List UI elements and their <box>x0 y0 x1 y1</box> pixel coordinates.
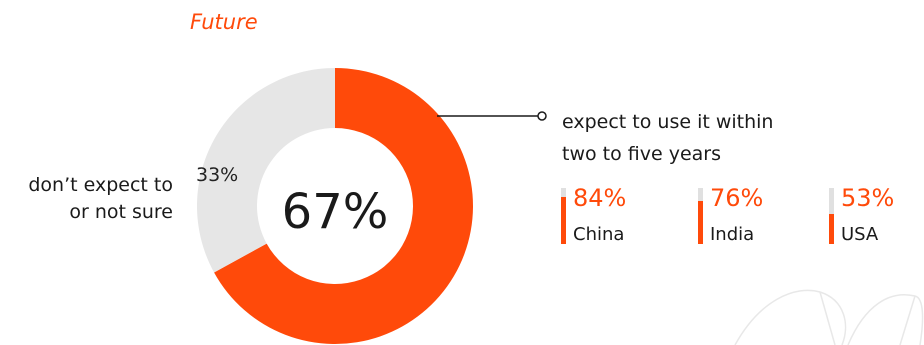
remainder-label-line-2: or not sure <box>69 201 173 223</box>
callout-line-1: expect to use it within <box>562 111 774 133</box>
country-india: 76% India <box>698 184 808 248</box>
country-name: China <box>573 224 625 245</box>
donut-slices <box>197 68 473 344</box>
country-value: 84% <box>573 184 627 212</box>
country-name: USA <box>841 224 879 245</box>
country-china: 84% China <box>561 184 671 248</box>
country-bar <box>561 188 566 244</box>
country-bar <box>698 188 703 244</box>
remainder-percent-label: 33% <box>196 164 239 186</box>
country-usa: 53% USA <box>829 184 924 248</box>
country-name: India <box>710 224 755 245</box>
country-bar-fill <box>561 196 566 244</box>
country-value: 76% <box>710 184 764 212</box>
remainder-label-line-1: don’t expect to <box>28 174 173 196</box>
callout-label: expect to use it within two to five year… <box>562 106 773 170</box>
callout-line <box>437 111 547 121</box>
donut-slice-0 <box>214 68 473 344</box>
chart-title: Future <box>190 10 258 34</box>
country-bar-fill <box>829 214 834 244</box>
country-bar <box>829 188 834 244</box>
center-percent-label: 67% <box>281 184 389 240</box>
remainder-category-label: don’t expect to or not sure <box>28 172 173 226</box>
country-bar-fill <box>698 201 703 244</box>
country-value: 53% <box>841 184 895 212</box>
donut-slice-1 <box>197 68 335 273</box>
callout-line-2: two to five years <box>562 143 721 165</box>
